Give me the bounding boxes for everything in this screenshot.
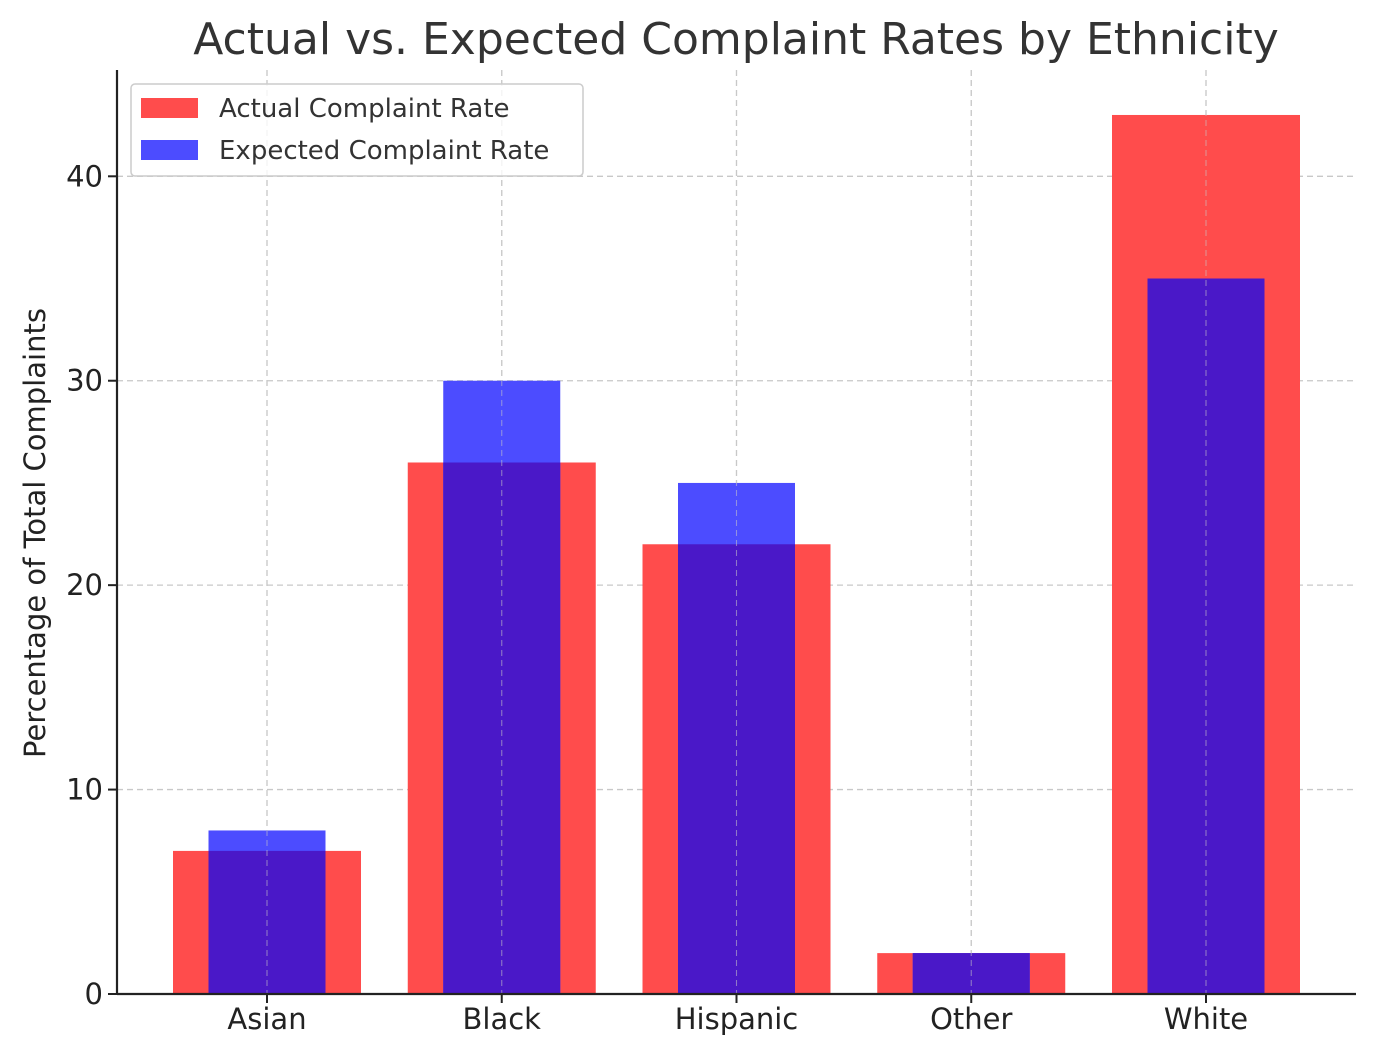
x-tick-label: White <box>1164 1002 1248 1036</box>
legend-swatch-actual <box>141 98 198 118</box>
bar-overlap-hispanic <box>678 544 795 994</box>
axes <box>108 70 1356 1003</box>
y-axis-label: Percentage of Total Complaints <box>18 308 52 758</box>
overlap-bars <box>208 70 1265 994</box>
y-tick-label: 40 <box>66 159 103 193</box>
x-tick-label: Hispanic <box>675 1002 799 1036</box>
y-tick-label: 30 <box>66 364 103 398</box>
tick-labels: 0 10 20 30 40 Asian Black Hispanic Other White <box>66 159 1248 1036</box>
y-tick-label: 10 <box>66 773 103 807</box>
y-tick-label: 20 <box>66 568 103 602</box>
x-tick-label: Black <box>463 1002 542 1036</box>
legend-swatch-expected <box>141 140 198 160</box>
legend: Actual Complaint Rate Expected Complaint… <box>130 83 584 177</box>
legend-label-expected: Expected Complaint Rate <box>219 136 549 166</box>
x-tick-label: Other <box>930 1002 1012 1036</box>
legend-frame <box>130 83 584 177</box>
x-tick-label: Asian <box>227 1002 306 1036</box>
legend-label-actual: Actual Complaint Rate <box>219 94 510 124</box>
chart-title: Actual vs. Expected Complaint Rates by E… <box>193 14 1279 65</box>
y-tick-label: 0 <box>85 977 103 1011</box>
